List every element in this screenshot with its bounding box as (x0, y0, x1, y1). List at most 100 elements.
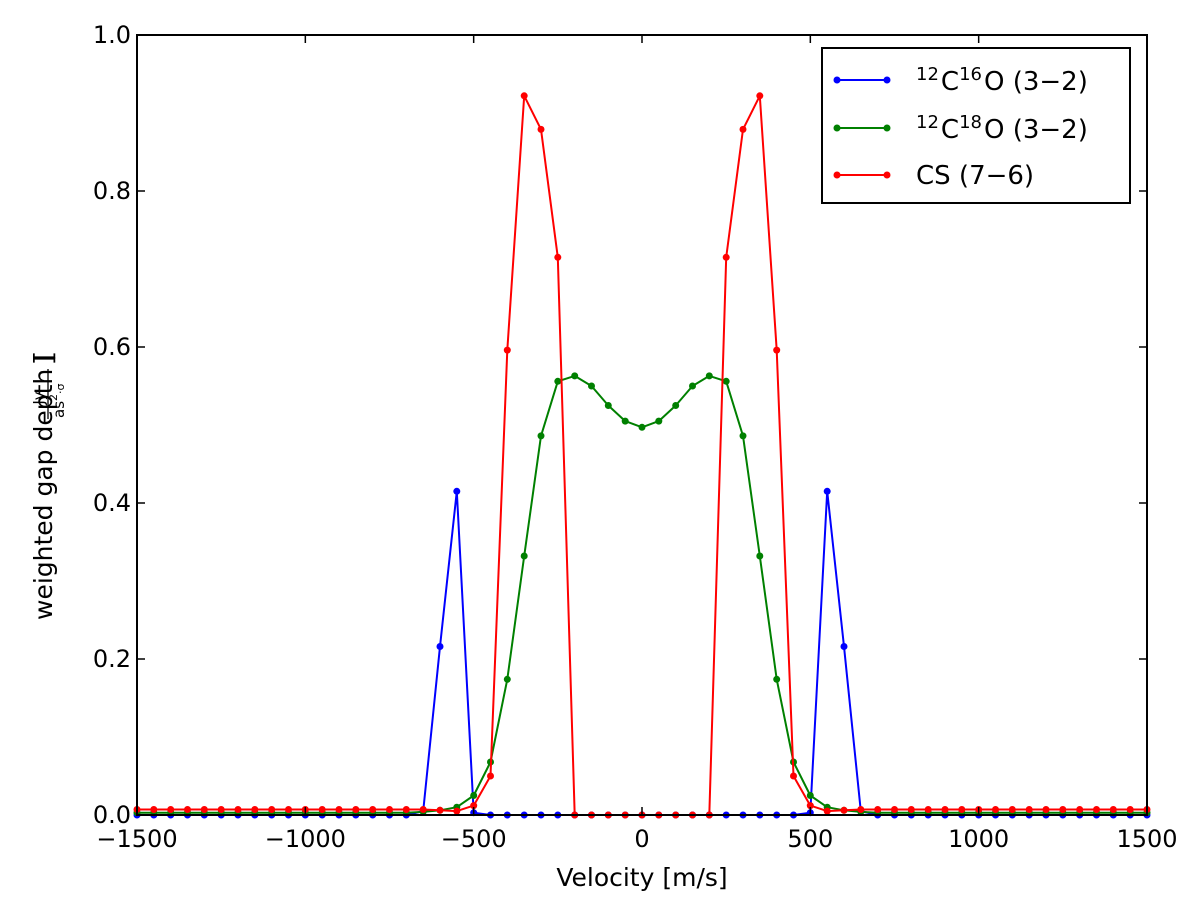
data-point (352, 806, 360, 813)
x-tick-label: 1000 (948, 825, 1009, 853)
data-point (756, 92, 764, 100)
legend-swatch-marker (833, 76, 841, 84)
data-point (234, 806, 242, 813)
data-point (907, 806, 915, 813)
legend-entry-cs: CS (7−6) (833, 161, 1034, 191)
data-point (167, 806, 175, 813)
data-point (773, 675, 781, 683)
data-point (588, 382, 595, 390)
data-point (150, 806, 158, 813)
data-point (436, 643, 444, 650)
y-axis-label: weighted gap depth [ Jy as2·σ ] (29, 351, 68, 620)
data-point (1076, 806, 1084, 813)
data-point (604, 402, 612, 409)
x-axis-label: Velocity [m/s] (556, 863, 727, 892)
data-point (655, 417, 663, 425)
data-point (251, 806, 259, 813)
x-tick-label: −1000 (265, 825, 346, 853)
y-axis-label-main: weighted gap depth [ (29, 351, 58, 620)
data-point (1109, 806, 1117, 813)
data-point (503, 346, 511, 354)
data-point (705, 372, 713, 380)
data-point (891, 806, 898, 813)
data-point (571, 372, 579, 380)
legend: 12C16O (3−2) 12C18O (3−2) CS (7−6) (821, 47, 1131, 204)
data-point (874, 806, 882, 813)
data-point (823, 807, 831, 815)
data-point (1025, 806, 1033, 813)
legend-label: CS (7−6) (916, 161, 1034, 191)
data-point (453, 807, 461, 815)
data-point (739, 432, 747, 440)
data-point (739, 125, 747, 133)
data-point (554, 377, 562, 385)
data-point (1042, 806, 1050, 813)
data-point (537, 125, 545, 133)
x-tick-label: 1500 (1116, 825, 1177, 853)
data-point (672, 402, 680, 409)
data-point (756, 552, 764, 560)
legend-swatch-marker (833, 124, 841, 132)
y-tick-label: 0.4 (93, 489, 131, 517)
data-point (520, 552, 528, 560)
data-point (689, 382, 696, 390)
legend-swatch-marker (883, 171, 891, 179)
data-point (470, 802, 478, 810)
data-point (554, 253, 562, 261)
data-point (722, 253, 730, 261)
y-axis-label-numerator: Jy (30, 391, 48, 405)
data-point (470, 792, 478, 799)
data-point (487, 772, 494, 780)
data-point (419, 806, 427, 813)
y-tick-label: 0.6 (93, 333, 131, 361)
data-point (790, 772, 797, 780)
data-point (285, 806, 292, 813)
data-point (924, 806, 932, 813)
data-point (503, 675, 511, 683)
data-point (958, 806, 966, 813)
data-point (806, 802, 814, 810)
y-tick-label: 1.0 (93, 21, 131, 49)
data-point (638, 423, 646, 431)
data-point (992, 806, 999, 813)
data-point (773, 346, 781, 354)
y-tick-label: 0.8 (93, 177, 131, 205)
data-point (520, 92, 528, 100)
data-point (436, 806, 444, 814)
data-point (369, 806, 377, 813)
data-point (840, 806, 848, 814)
legend-entry-co18: 12C18O (3−2) (833, 112, 1088, 145)
legend-box (821, 47, 1131, 204)
data-point (823, 487, 831, 495)
tick-layer: −1500 −1000 −500 0 500 1000 1500 0.0 0.2 0.4 0.6 0.… (93, 21, 1178, 853)
data-point (1008, 806, 1016, 813)
data-point (453, 487, 461, 495)
data-point (200, 806, 208, 813)
legend-swatch-marker (833, 171, 841, 179)
data-point (335, 806, 343, 813)
data-point (217, 806, 225, 813)
y-axis-label-close: ] (29, 355, 58, 365)
data-point (184, 806, 191, 813)
data-point (386, 806, 393, 813)
x-tick-label: −500 (441, 825, 507, 853)
data-point (722, 377, 730, 385)
data-point (840, 643, 848, 650)
legend-label: 12C16O (3−2) (916, 64, 1088, 97)
x-tick-label: −1500 (96, 825, 177, 853)
y-axis-label-denominator: as2·σ (47, 383, 68, 418)
legend-label: 12C18O (3−2) (916, 112, 1088, 145)
y-tick-label: 0.0 (93, 801, 131, 829)
data-point (537, 432, 545, 440)
data-point (318, 806, 326, 813)
data-point (1126, 806, 1134, 813)
data-point (857, 806, 865, 813)
x-tick-label: 0 (634, 825, 649, 853)
data-point (806, 792, 814, 799)
data-point (402, 806, 410, 813)
legend-entry-co16: 12C16O (3−2) (833, 64, 1088, 97)
legend-swatch-marker (883, 124, 891, 132)
x-tick-label: 500 (787, 825, 833, 853)
data-point (268, 806, 276, 813)
